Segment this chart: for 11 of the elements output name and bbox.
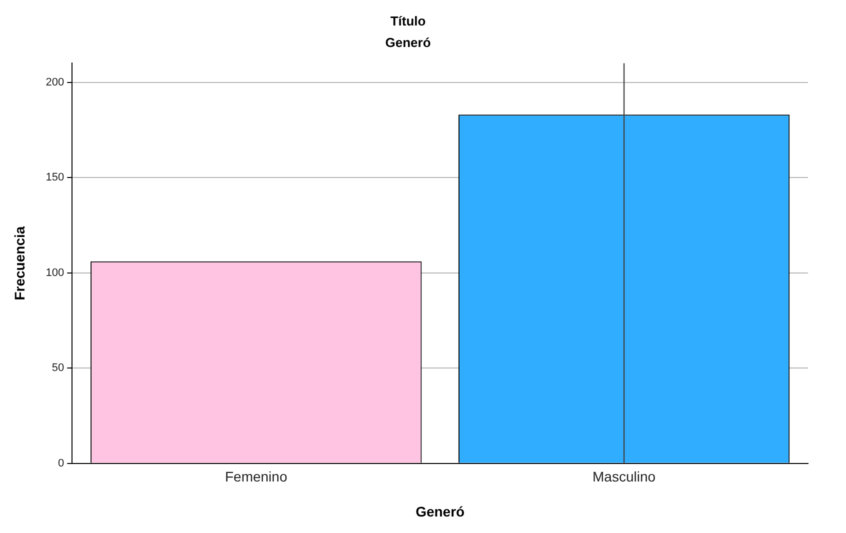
y-tick-label: 200 — [46, 76, 64, 88]
chart-title: Título — [390, 13, 426, 28]
y-tick-label: 100 — [46, 266, 64, 279]
x-axis-title: Generó — [416, 503, 465, 520]
x-tick-label: Femenino — [224, 468, 288, 485]
y-tick-label: 0 — [58, 457, 64, 470]
x-tick-label: Masculino — [592, 468, 656, 485]
y-axis-title: Frecuencia — [11, 226, 28, 300]
y-tick-label: 150 — [46, 172, 64, 184]
y-tick-label: 50 — [52, 362, 64, 374]
chart-subtitle: Generó — [385, 34, 431, 50]
